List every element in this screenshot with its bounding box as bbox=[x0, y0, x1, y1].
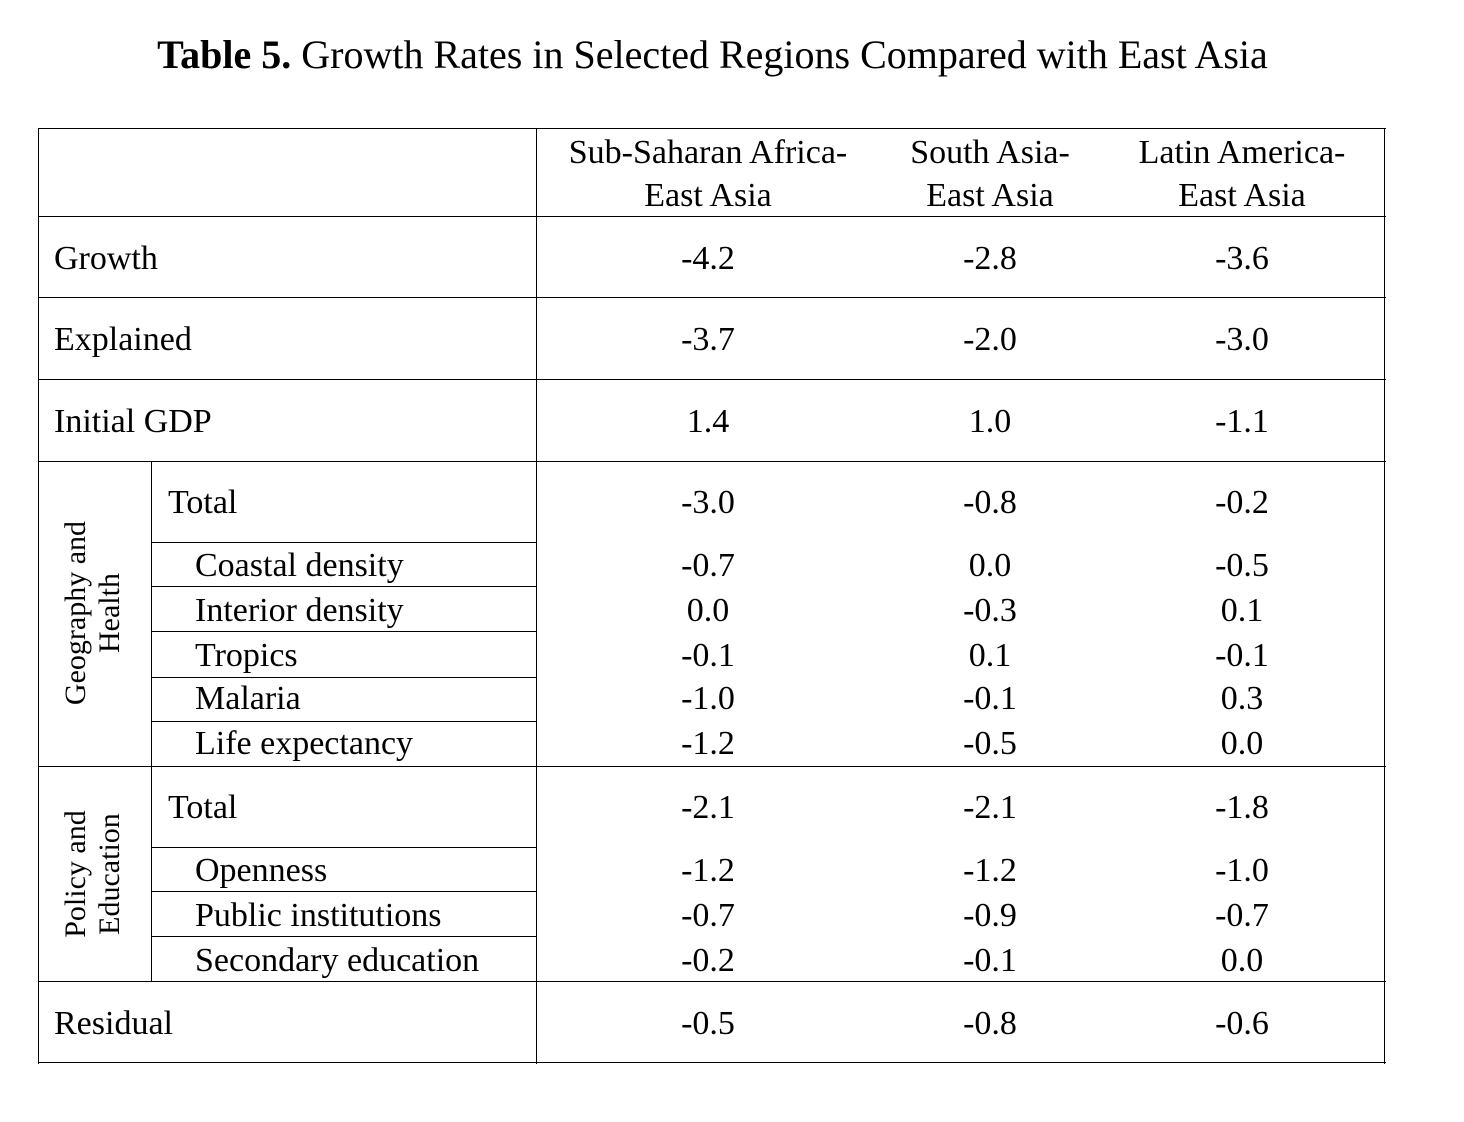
table-cell: -0.2 bbox=[1215, 484, 1269, 521]
table-cell: -1.0 bbox=[681, 680, 735, 717]
sub-row-divider bbox=[151, 891, 537, 892]
row-label-geo-total: Total bbox=[168, 484, 238, 521]
row-label-initial-gdp: Initial GDP bbox=[54, 403, 212, 440]
column-header-line: East Asia bbox=[644, 177, 772, 214]
row-label-life-expectancy: Life expectancy bbox=[195, 725, 414, 762]
table-cell: -2.8 bbox=[963, 240, 1017, 277]
table-cell: -0.1 bbox=[681, 637, 735, 674]
table-cell: -3.6 bbox=[1215, 240, 1269, 277]
row-label-interior-density: Interior density bbox=[195, 592, 404, 629]
row-label-residual: Residual bbox=[54, 1005, 173, 1042]
table-right-border bbox=[1384, 128, 1385, 1064]
table-cell: -0.3 bbox=[963, 592, 1017, 629]
row-divider bbox=[38, 297, 1386, 298]
column-header-line: East Asia bbox=[1178, 177, 1306, 214]
table-bottom-border bbox=[38, 1062, 1386, 1063]
sub-row-divider bbox=[151, 847, 537, 848]
table-cell: 1.4 bbox=[686, 403, 730, 440]
row-divider bbox=[38, 981, 1386, 982]
column-header-ssa: Sub-Saharan Africa- East Asia bbox=[558, 131, 858, 217]
group-label-policy-education: Policy and Education bbox=[59, 714, 129, 1034]
sub-row-divider bbox=[151, 586, 537, 587]
row-label-explained: Explained bbox=[54, 321, 192, 358]
column-header-line: South Asia- bbox=[910, 134, 1070, 171]
row-label-growth: Growth bbox=[54, 240, 158, 277]
sub-row-divider bbox=[151, 677, 537, 678]
table-cell: -1.2 bbox=[681, 852, 735, 889]
table-cell: 0.0 bbox=[1220, 725, 1264, 762]
table-cell: -3.0 bbox=[1215, 321, 1269, 358]
sub-row-divider bbox=[151, 721, 537, 722]
group-label-line: Education bbox=[93, 813, 126, 935]
table-cell: -0.1 bbox=[963, 680, 1017, 717]
group-label-line: Policy and bbox=[59, 810, 92, 938]
sub-row-divider bbox=[151, 631, 537, 632]
table-cell: -2.1 bbox=[681, 789, 735, 826]
table-cell: -0.2 bbox=[681, 942, 735, 979]
table-caption: Growth Rates in Selected Regions Compare… bbox=[291, 32, 1268, 77]
table-cell: 0.0 bbox=[1220, 942, 1264, 979]
table-cell: -1.2 bbox=[681, 725, 735, 762]
row-label-policy-total: Total bbox=[168, 789, 238, 826]
table-cell: -3.0 bbox=[681, 484, 735, 521]
table-cell: -0.7 bbox=[1215, 897, 1269, 934]
table-title: Table 5. Growth Rates in Selected Region… bbox=[0, 30, 1425, 80]
table-cell: -0.7 bbox=[681, 547, 735, 584]
row-label-tropics: Tropics bbox=[195, 637, 298, 674]
row-label-secondary-education: Secondary education bbox=[195, 942, 480, 979]
row-label-public-institutions: Public institutions bbox=[195, 897, 442, 934]
table-cell: 1.0 bbox=[968, 403, 1012, 440]
column-header-line: Sub-Saharan Africa- bbox=[568, 134, 848, 171]
header-divider bbox=[38, 216, 1386, 217]
table-top-border bbox=[38, 128, 1386, 129]
table-cell: -0.8 bbox=[963, 1005, 1017, 1042]
row-label-malaria: Malaria bbox=[195, 680, 301, 717]
table-cell: 0.1 bbox=[968, 637, 1012, 674]
growth-rates-table: Sub-Saharan Africa- East Asia South Asia… bbox=[38, 128, 1386, 1064]
table-cell: -3.7 bbox=[681, 321, 735, 358]
table-number: Table 5. bbox=[157, 32, 292, 77]
table-cell: -1.0 bbox=[1215, 852, 1269, 889]
table-cell: -4.2 bbox=[681, 240, 735, 277]
table-cell: 0.3 bbox=[1220, 680, 1264, 717]
sub-row-divider bbox=[151, 936, 537, 937]
column-header-south-asia: South Asia- East Asia bbox=[840, 131, 1140, 217]
table-cell: -0.7 bbox=[681, 897, 735, 934]
row-label-openness: Openness bbox=[195, 852, 328, 889]
table-cell: -0.6 bbox=[1215, 1005, 1269, 1042]
table-cell: -0.1 bbox=[963, 942, 1017, 979]
table-cell: -1.2 bbox=[963, 852, 1017, 889]
table-cell: -1.1 bbox=[1215, 403, 1269, 440]
row-label-coastal-density: Coastal density bbox=[195, 547, 404, 584]
table-cell: 0.0 bbox=[686, 592, 730, 629]
table-left-border bbox=[38, 128, 39, 1064]
column-header-latin-america: Latin America- East Asia bbox=[1092, 131, 1392, 217]
column-header-line: Latin America- bbox=[1138, 134, 1346, 171]
table-cell: -0.8 bbox=[963, 484, 1017, 521]
row-divider bbox=[38, 379, 1386, 380]
table-cell: 0.1 bbox=[1220, 592, 1264, 629]
table-cell: 0.0 bbox=[968, 547, 1012, 584]
row-divider bbox=[38, 461, 1386, 462]
sub-row-divider bbox=[151, 542, 537, 543]
table-cell: -0.9 bbox=[963, 897, 1017, 934]
table-cell: -1.8 bbox=[1215, 789, 1269, 826]
table-cell: -2.0 bbox=[963, 321, 1017, 358]
table-cell: -2.1 bbox=[963, 789, 1017, 826]
table-cell: -0.5 bbox=[1215, 547, 1269, 584]
table-cell: -0.5 bbox=[681, 1005, 735, 1042]
column-header-line: East Asia bbox=[926, 177, 1054, 214]
label-column-divider bbox=[536, 128, 537, 1064]
row-divider bbox=[38, 766, 1386, 767]
group-column-divider bbox=[151, 461, 152, 981]
table-cell: -0.1 bbox=[1215, 637, 1269, 674]
table-cell: -0.5 bbox=[963, 725, 1017, 762]
